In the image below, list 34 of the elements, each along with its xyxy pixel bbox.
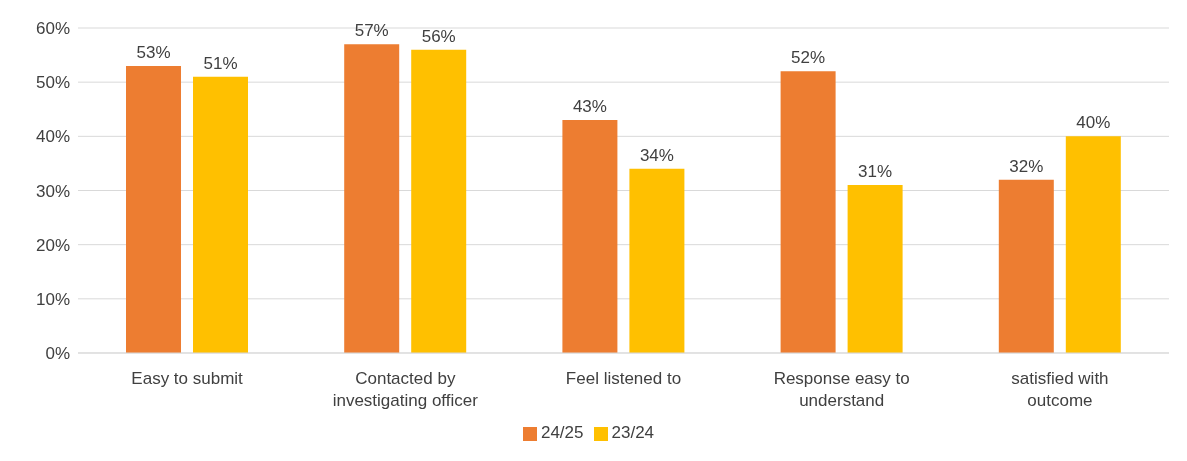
y-tick-label: 60%	[35, 19, 70, 39]
data-label: 52%	[791, 48, 826, 68]
bar	[344, 44, 400, 353]
data-label: 34%	[639, 145, 674, 165]
data-label: 43%	[572, 97, 607, 117]
bar	[562, 120, 618, 353]
data-label: 31%	[858, 162, 893, 182]
bar	[1065, 136, 1121, 353]
x-tick-label: Easy to submit	[131, 369, 244, 389]
data-label: 56%	[421, 26, 456, 46]
bar	[780, 71, 836, 353]
x-tick-label: Contacted by investigating officer	[332, 369, 479, 410]
bar	[411, 49, 467, 353]
legend-label: 24/25	[540, 423, 584, 442]
x-tick-label: satisfied with outcome	[1011, 369, 1109, 410]
data-label: 32%	[1009, 156, 1044, 176]
x-tick-label: Feel listened to	[565, 369, 682, 389]
y-tick-label: 0%	[45, 344, 70, 364]
data-label: 57%	[354, 21, 389, 41]
y-tick-label: 40%	[35, 127, 70, 147]
data-label: 51%	[203, 53, 238, 73]
bar	[998, 179, 1054, 353]
y-tick-label: 30%	[35, 181, 70, 201]
bar	[193, 76, 248, 353]
bar	[847, 185, 903, 353]
data-label: 40%	[1076, 113, 1111, 133]
bar	[629, 168, 685, 353]
data-label: 53%	[136, 42, 171, 62]
legend-label: 23/24	[611, 423, 655, 442]
bar	[126, 65, 181, 353]
y-tick-label: 10%	[35, 289, 70, 309]
x-tick-label: Response easy to understand	[773, 369, 910, 410]
y-tick-label: 50%	[35, 73, 70, 93]
y-tick-label: 20%	[35, 235, 70, 255]
